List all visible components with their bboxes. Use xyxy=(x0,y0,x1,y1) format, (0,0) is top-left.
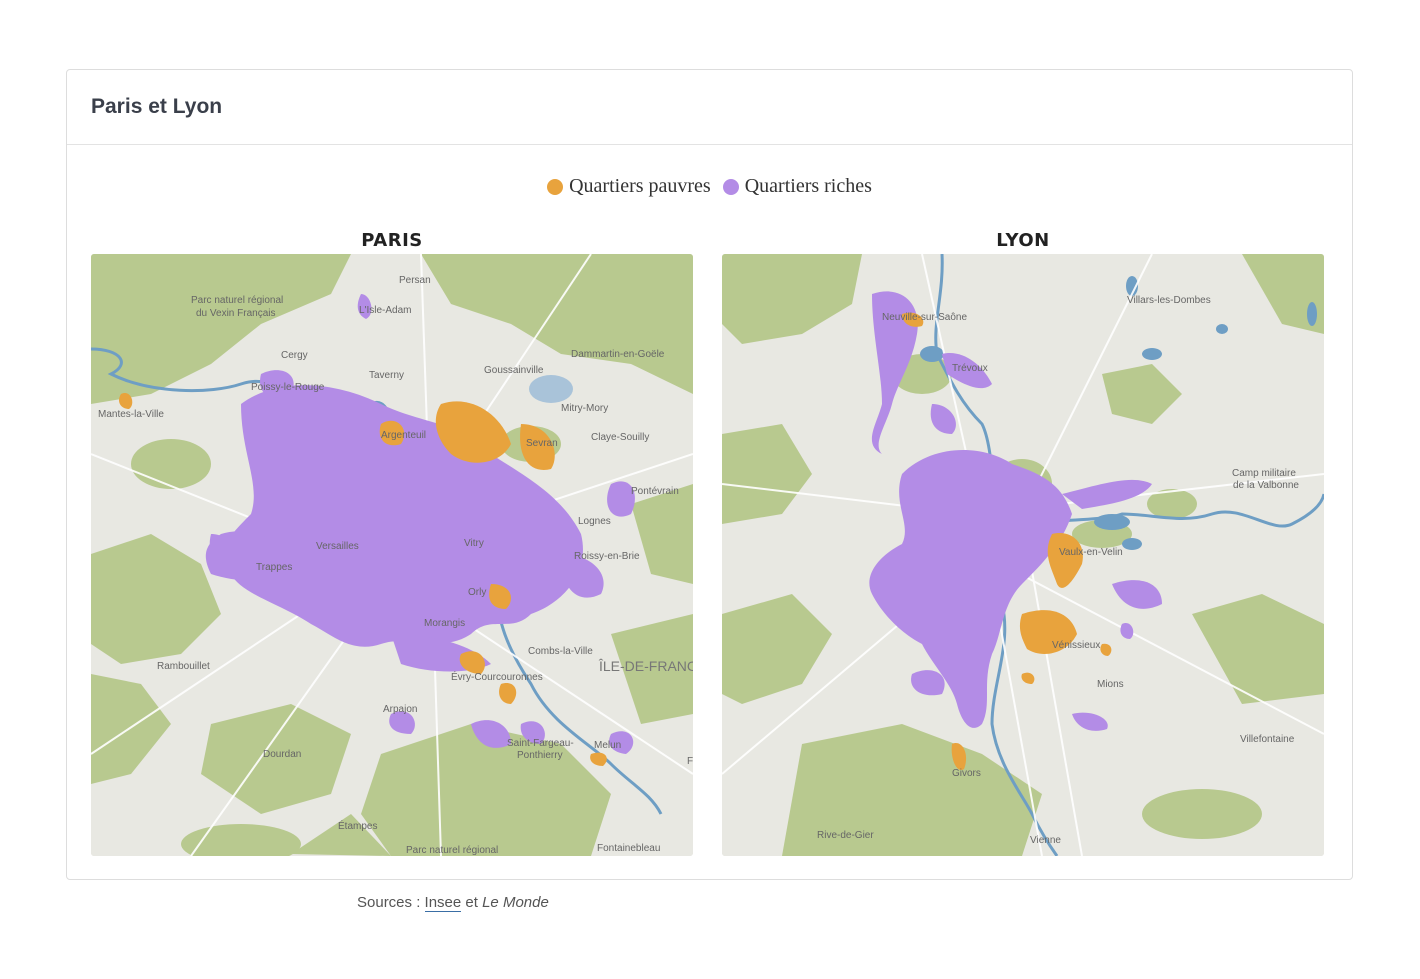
paris-label-persan: Persan xyxy=(399,275,431,286)
paris-label-evry: Évry-Courcouronnes xyxy=(451,670,543,683)
card-title: Paris et Lyon xyxy=(91,95,223,118)
paris-poor-layer xyxy=(118,392,607,766)
legend-label-poor: Quartiers pauvres xyxy=(569,175,711,197)
legend: Quartiers pauvres Quartiers riches xyxy=(67,175,1352,198)
paris-label-pontevrain: Pontévrain xyxy=(631,486,679,497)
paris-label-f-edge: F xyxy=(687,756,693,767)
paris-label-arpajon: Arpajon xyxy=(383,704,417,715)
paris-forest-layer xyxy=(91,254,693,856)
paris-label-dourdan: Dourdan xyxy=(263,749,301,760)
lyon-map[interactable]: Villars-les-Dombes Neuville-sur-Saône Tr… xyxy=(722,254,1324,856)
lyon-label-mions: Mions xyxy=(1097,679,1124,690)
poor-swatch-icon xyxy=(547,178,564,195)
paris-label-argenteuil: Argenteuil xyxy=(381,430,426,441)
lyon-label-villefontaine: Villefontaine xyxy=(1240,734,1295,745)
paris-label-park-vexin-2: du Vexin Français xyxy=(196,308,276,319)
lyon-rich-layer xyxy=(869,291,1162,731)
lyon-label-trevoux: Trévoux xyxy=(952,363,988,374)
lyon-labels: Villars-les-Dombes Neuville-sur-Saône Tr… xyxy=(817,295,1299,846)
paris-label-rambouillet: Rambouillet xyxy=(157,661,210,672)
card-header: Paris et Lyon xyxy=(67,70,1352,145)
paris-label-goussainville: Goussainville xyxy=(484,365,544,376)
lyon-label-neuville: Neuville-sur-Saône xyxy=(882,312,967,323)
paris-label-lognes: Lognes xyxy=(578,516,611,527)
paris-map-canvas: Parc naturel régional du Vexin Français … xyxy=(91,254,693,856)
sources-prefix: Sources : xyxy=(357,894,425,911)
legend-item-rich: Quartiers riches xyxy=(722,175,872,198)
paris-label-cergy: Cergy xyxy=(281,350,308,361)
sources-middle: et xyxy=(461,894,483,911)
paris-label-park-gatinais: Parc naturel régional xyxy=(406,845,498,856)
paris-label-taverny: Taverny xyxy=(369,370,404,381)
rich-swatch-icon xyxy=(722,178,739,195)
sources-outlet: Le Monde xyxy=(482,894,549,911)
lyon-map-title: LYON xyxy=(996,230,1050,251)
paris-map[interactable]: Parc naturel régional du Vexin Français … xyxy=(91,254,693,856)
paris-label-combs: Combs-la-Ville xyxy=(528,646,593,657)
paris-label-mitry: Mitry-Mory xyxy=(561,403,608,414)
insee-link[interactable]: Insee xyxy=(424,894,462,912)
lyon-label-rive-de-gier: Rive-de-Gier xyxy=(817,830,874,841)
paris-map-title: PARIS xyxy=(361,230,423,251)
paris-label-claye: Claye-Souilly xyxy=(591,432,649,443)
lyon-label-camp-2: de la Valbonne xyxy=(1233,480,1299,491)
paris-label-isle-adam: L'Isle-Adam xyxy=(359,305,412,316)
lyon-label-venissieux: Vénissieux xyxy=(1052,640,1100,651)
paris-label-morangis: Morangis xyxy=(424,618,465,629)
lyon-label-givors: Givors xyxy=(952,768,981,779)
legend-label-rich: Quartiers riches xyxy=(744,175,872,197)
lyon-lake-layer xyxy=(920,276,1317,550)
paris-label-roissy: Roissy-en-Brie xyxy=(574,551,640,562)
paris-label-saint-fargeau-1: Saint-Fargeau- xyxy=(507,738,574,749)
paris-label-mantes: Mantes-la-Ville xyxy=(98,409,164,420)
paris-label-versailles: Versailles xyxy=(316,541,359,552)
paris-label-poissy: Poissy-le-Rouge xyxy=(251,382,325,393)
lyon-label-villars: Villars-les-Dombes xyxy=(1127,295,1211,306)
paris-label-melun: Melun xyxy=(594,740,621,751)
paris-labels: Parc naturel régional du Vexin Français … xyxy=(98,275,693,856)
lyon-poor-layer xyxy=(902,312,1112,770)
paris-label-vitry: Vitry xyxy=(464,538,484,549)
paris-label-saint-fargeau-2: Ponthierry xyxy=(517,750,563,761)
paris-label-park-vexin-1: Parc naturel régional xyxy=(191,295,283,306)
paris-label-fontainebleau: Fontainebleau xyxy=(597,843,660,854)
paris-label-trappes: Trappes xyxy=(256,562,292,573)
lyon-label-vaulx: Vaulx-en-Velin xyxy=(1059,547,1123,558)
paris-label-sevran: Sevran xyxy=(526,438,558,449)
paris-label-orly: Orly xyxy=(468,587,486,598)
map-card: Paris et Lyon Quartiers pauvres Quartier… xyxy=(66,69,1353,880)
lyon-map-canvas: Villars-les-Dombes Neuville-sur-Saône Tr… xyxy=(722,254,1324,856)
paris-label-idf: ÎLE-DE-FRANC xyxy=(598,658,693,674)
lyon-label-vienne: Vienne xyxy=(1030,835,1061,846)
sources-note: Sources : Insee et Le Monde xyxy=(357,894,549,912)
paris-label-dammartin: Dammartin-en-Goële xyxy=(571,349,665,360)
paris-rich-layer xyxy=(205,294,635,754)
paris-label-etampes: Étampes xyxy=(338,819,377,832)
legend-item-poor: Quartiers pauvres xyxy=(547,175,711,198)
lyon-label-camp-1: Camp militaire xyxy=(1232,468,1296,479)
